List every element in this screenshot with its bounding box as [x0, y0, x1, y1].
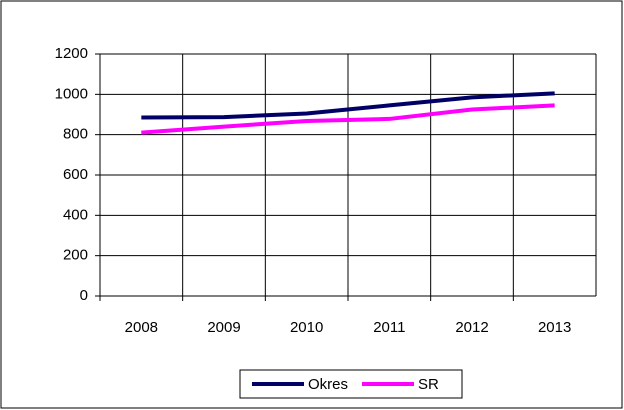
x-tick-label: 2008: [125, 319, 158, 336]
y-tick-label: 800: [63, 126, 88, 143]
x-tick-label: 2013: [538, 319, 571, 336]
x-tick-label: 2012: [455, 319, 488, 336]
series-line: [141, 103, 555, 135]
y-tick-label: 1000: [55, 85, 88, 102]
x-tick-label: 2011: [373, 319, 405, 336]
series-line: [141, 91, 555, 120]
y-tick-label: 0: [80, 287, 88, 304]
y-tick-label: 400: [63, 206, 88, 223]
y-tick-label: 200: [63, 247, 88, 264]
legend-label: Okres: [308, 376, 348, 393]
legend-label: SR: [418, 376, 439, 393]
x-tick-label: 2010: [290, 319, 323, 336]
x-tick-label: 2009: [207, 319, 240, 336]
y-tick-label: 600: [63, 166, 88, 183]
y-tick-label: 1200: [55, 45, 88, 62]
